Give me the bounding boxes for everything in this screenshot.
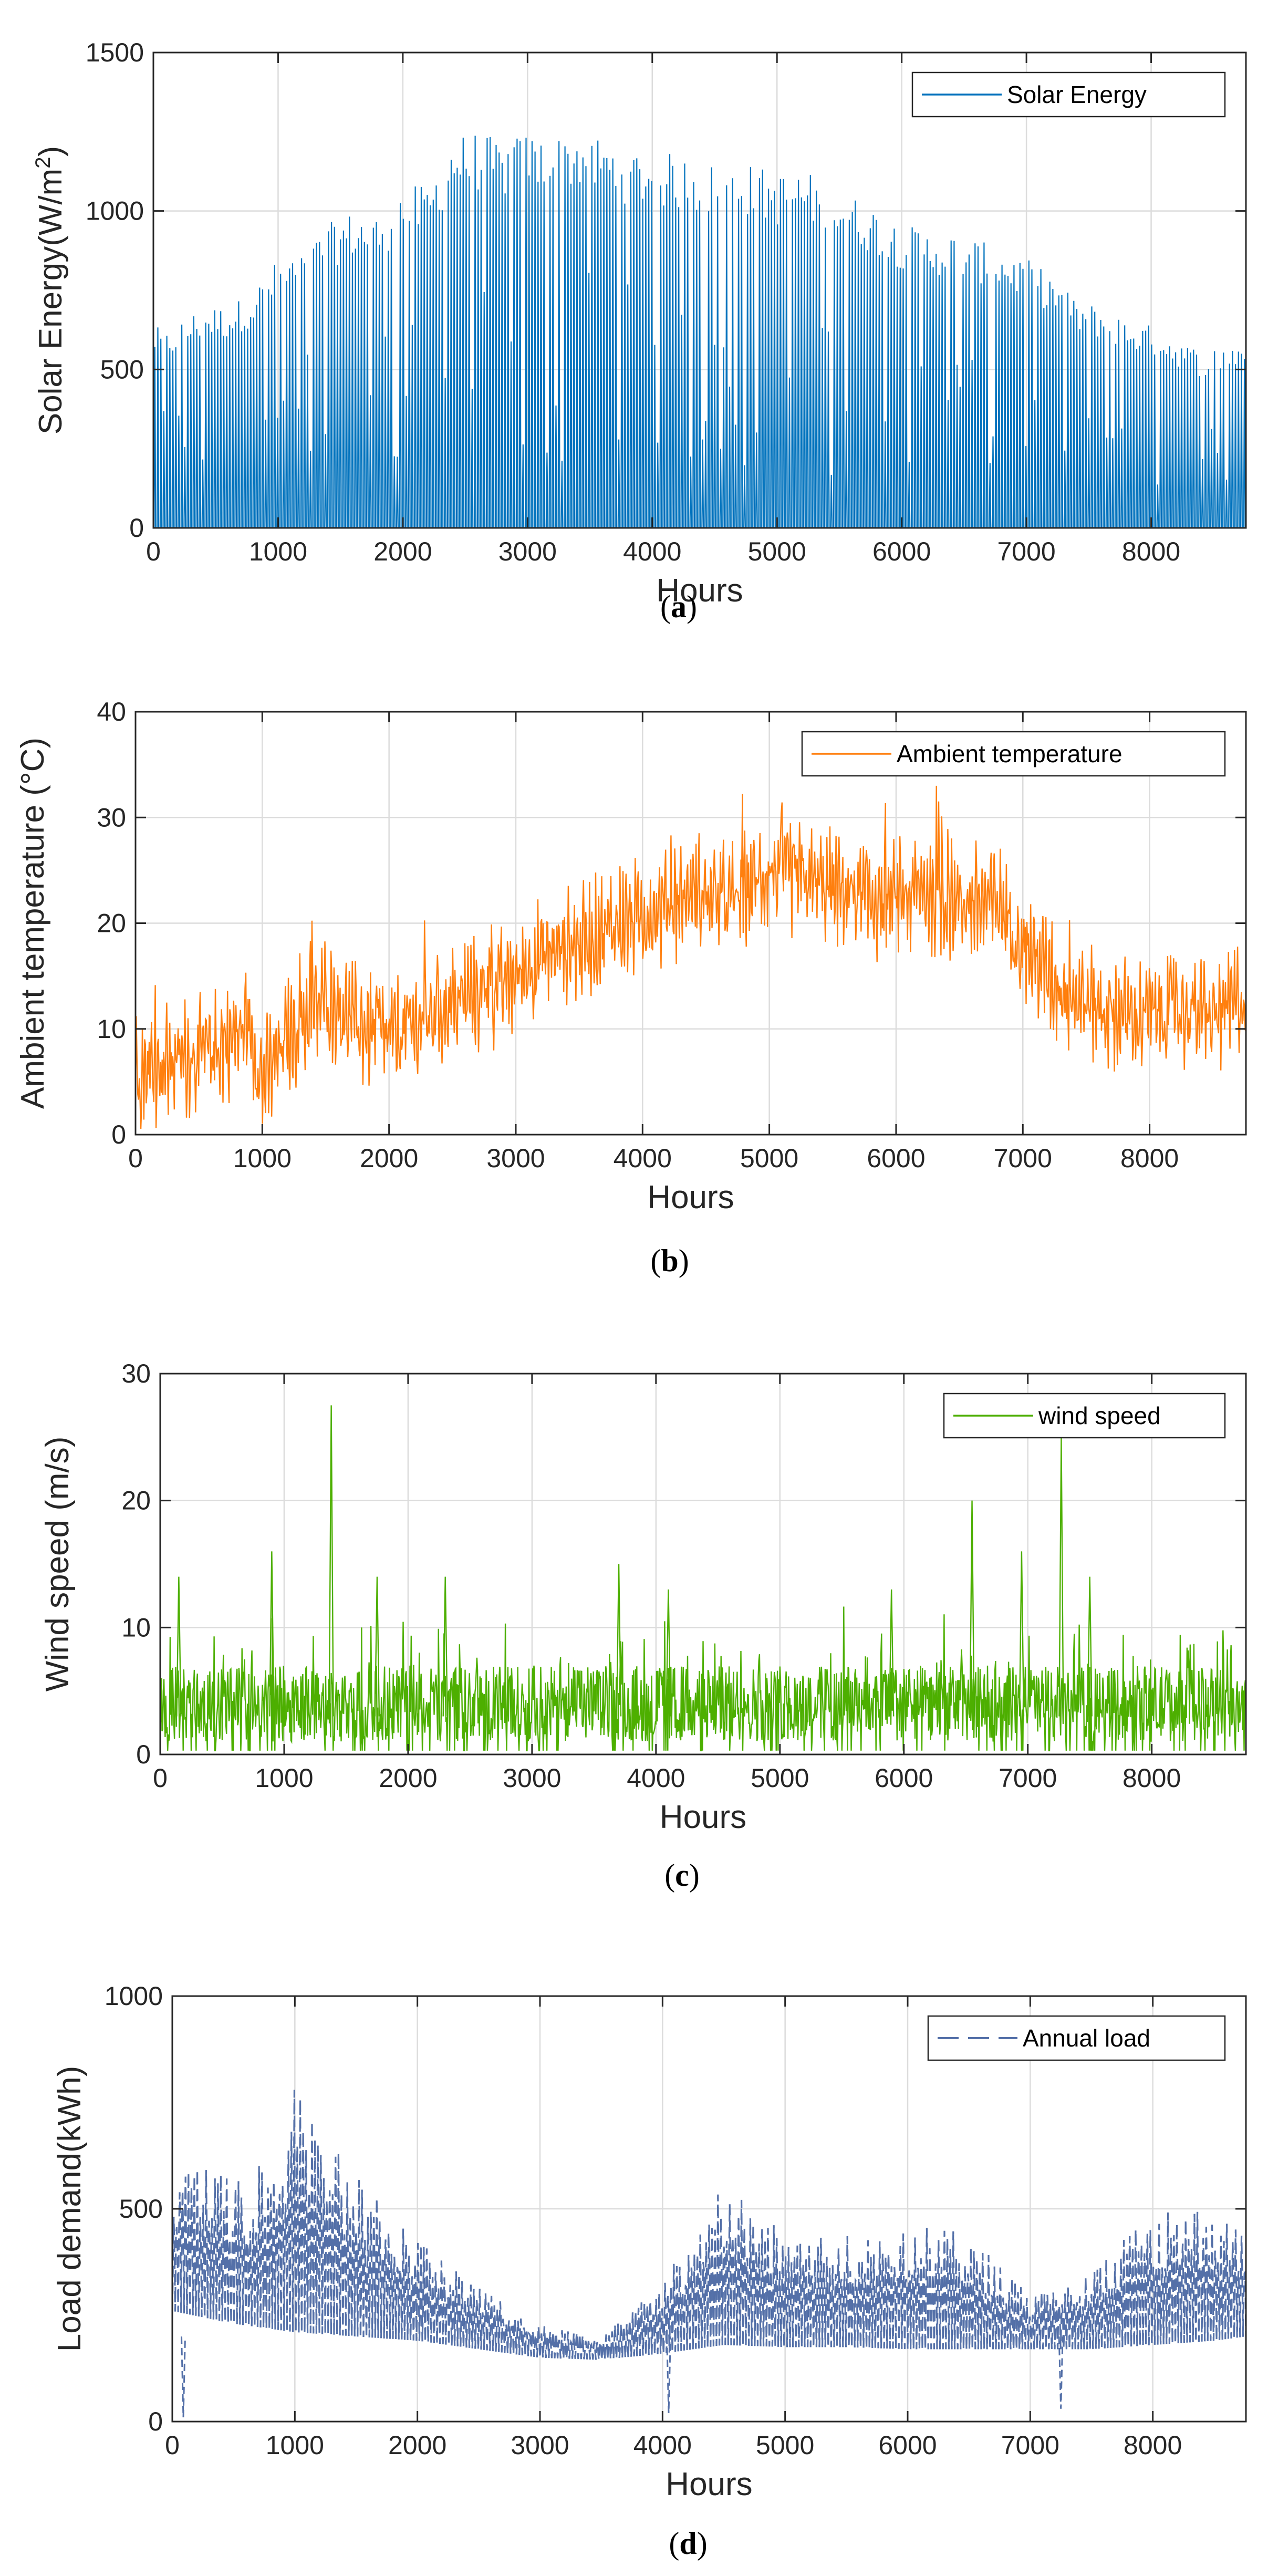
wind-spike — [176, 1576, 182, 1717]
chart-panel-d: 0 1000 2000 3000 4000 5000 6000 7000 8000 0 500 100… — [51, 1981, 1247, 2561]
x-tick-label: 5000 — [751, 1763, 809, 1793]
y-tick-label: 40 — [97, 697, 126, 726]
x-tick-label: 2000 — [379, 1763, 437, 1793]
chart-panel-b: 0 1000 2000 3000 4000 5000 6000 7000 8000 0 10 20 30… — [15, 697, 1247, 1278]
x-tick-label: 2000 — [388, 2430, 446, 2460]
x-tick-label: 0 — [146, 537, 161, 566]
legend: Solar Energy — [911, 71, 1226, 118]
axes-frame — [152, 51, 1247, 529]
y-axis-label: Load demand(kWh) — [51, 2066, 88, 2352]
wind-spike — [374, 1576, 380, 1717]
x-tick-label: 3000 — [503, 1763, 561, 1793]
y-tick-label: 500 — [119, 2194, 163, 2224]
x-tick-label: 7000 — [1001, 2430, 1059, 2460]
legend: wind speed — [943, 1393, 1226, 1439]
load-dip — [1058, 2336, 1064, 2409]
x-tick-label: 8000 — [1122, 537, 1180, 566]
x-tick-label: 0 — [165, 2430, 180, 2460]
x-tick-label: 2000 — [360, 1144, 418, 1173]
y-tick-label: 10 — [97, 1014, 126, 1044]
x-tick-label: 8000 — [1123, 1763, 1181, 1793]
series-line-annual-load — [172, 2090, 1246, 2360]
x-tick-label: 3000 — [486, 1144, 545, 1173]
x-tick-label: 1000 — [266, 2430, 324, 2460]
legend-label: wind speed — [1038, 1402, 1161, 1429]
y-tick-label: 1000 — [105, 1981, 163, 2011]
x-tick-label: 7000 — [997, 537, 1055, 566]
y-axis-label: Wind speed (m/s) — [39, 1437, 76, 1692]
x-tick-label: 3000 — [498, 537, 557, 566]
load-dip — [666, 2336, 671, 2413]
wind-spike — [616, 1564, 622, 1717]
x-tick-label: 5000 — [748, 537, 806, 566]
x-tick-label: 8000 — [1124, 2430, 1182, 2460]
y-tick-label: 20 — [121, 1486, 151, 1515]
wind-spike — [1018, 1551, 1025, 1717]
x-tick-label: 6000 — [867, 1144, 925, 1173]
wind-spike — [969, 1500, 975, 1717]
x-tick-label: 4000 — [627, 1763, 685, 1793]
legend-label: Ambient temperature — [897, 740, 1123, 767]
panel-caption: (a) — [660, 589, 697, 624]
panel-caption: (c) — [664, 1858, 700, 1893]
wind-spike — [666, 1589, 671, 1717]
series-line-solar-energy — [153, 136, 1246, 528]
x-tick-label: 2000 — [373, 537, 432, 566]
x-axis-label: Hours — [647, 1179, 734, 1216]
panel-caption: (b) — [650, 1243, 689, 1278]
x-tick-label: 7000 — [994, 1144, 1052, 1173]
axes-frame — [159, 1373, 1247, 1756]
series-line-ambient-temperature — [136, 785, 1246, 1129]
x-tick-label: 8000 — [1120, 1144, 1179, 1173]
y-tick-label: 0 — [129, 513, 144, 543]
x-tick-label: 6000 — [875, 1763, 933, 1793]
y-tick-label: 30 — [121, 1359, 151, 1388]
wind-spike — [1087, 1576, 1093, 1717]
panel-caption: (d) — [669, 2526, 707, 2561]
wind-spike — [442, 1576, 448, 1717]
wind-spike — [269, 1551, 275, 1717]
x-tick-label: 1000 — [255, 1763, 313, 1793]
y-tick-label: 1500 — [86, 38, 144, 67]
y-tick-label: 0 — [148, 2407, 163, 2436]
y-tick-label: 0 — [111, 1120, 126, 1149]
y-tick-label: 500 — [100, 355, 144, 384]
y-axis-label: Ambient temperature (°C) — [15, 738, 51, 1109]
x-axis-label: Hours — [660, 1799, 746, 1835]
chart-panel-a: 0 1000 2000 3000 4000 5000 6000 7000 8000 0 500 100… — [32, 38, 1247, 624]
wind-spike — [888, 1589, 895, 1717]
x-tick-label: 3000 — [511, 2430, 569, 2460]
legend-label: Solar Energy — [1007, 81, 1147, 108]
x-tick-label: 0 — [128, 1144, 143, 1173]
legend: Annual load — [927, 2015, 1226, 2061]
wind-spike — [328, 1405, 334, 1717]
x-axis-label: Hours — [656, 573, 743, 609]
x-tick-label: 1000 — [233, 1144, 292, 1173]
legend-label: Annual load — [1023, 2024, 1150, 2052]
y-axis-label: Solar Energy(W/m2) — [32, 146, 69, 434]
x-tick-label: 7000 — [999, 1763, 1057, 1793]
x-tick-label: 0 — [153, 1763, 168, 1793]
y-tick-label: 30 — [97, 803, 126, 832]
y-tick-label: 20 — [97, 909, 126, 938]
y-tick-label: 1000 — [86, 196, 144, 226]
series-line-wind-speed — [160, 1606, 1246, 1752]
x-tick-label: 1000 — [249, 537, 307, 566]
x-tick-label: 5000 — [756, 2430, 814, 2460]
x-tick-label: 6000 — [878, 2430, 937, 2460]
x-tick-label: 4000 — [633, 2430, 692, 2460]
chart-panel-c: 0 1000 2000 3000 4000 5000 6000 7000 8000 0 10 20 30… — [39, 1359, 1247, 1893]
x-axis-label: Hours — [666, 2466, 752, 2502]
load-dip — [181, 2336, 186, 2417]
legend: Ambient temperature — [801, 731, 1226, 777]
x-tick-label: 5000 — [740, 1144, 798, 1173]
x-tick-label: 4000 — [623, 537, 681, 566]
y-tick-label: 0 — [136, 1740, 151, 1769]
x-tick-label: 4000 — [614, 1144, 672, 1173]
y-tick-label: 10 — [121, 1613, 151, 1642]
x-tick-label: 6000 — [872, 537, 931, 566]
